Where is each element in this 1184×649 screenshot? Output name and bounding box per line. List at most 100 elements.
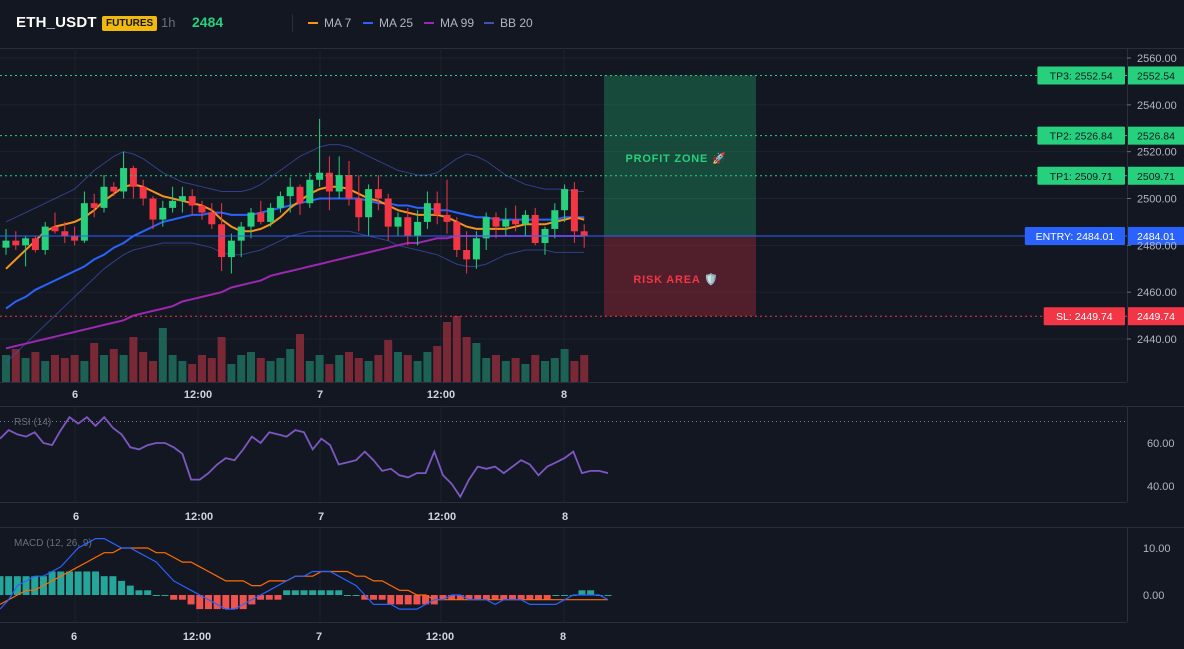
macd-histogram-bar xyxy=(404,595,412,605)
volume-bar xyxy=(325,364,334,382)
volume-bar xyxy=(266,361,275,382)
entry-axis-value: 2484.01 xyxy=(1137,231,1175,243)
macd-histogram-bar xyxy=(144,590,152,595)
sl-axis-tag xyxy=(1128,307,1184,326)
price-tick-label: 2480.00 xyxy=(1137,240,1177,252)
macd-histogram-bar xyxy=(161,595,169,596)
legend-ma7[interactable]: MA 7 xyxy=(308,16,351,30)
candle-body xyxy=(120,168,128,192)
profit-zone-label: PROFIT ZONE 🚀 xyxy=(625,152,726,165)
macd-histogram-bar xyxy=(213,595,221,610)
candle-body xyxy=(423,203,431,222)
macd-histogram-bar xyxy=(500,595,508,600)
candle-body xyxy=(41,226,49,251)
macd-histogram-bar xyxy=(578,590,586,595)
price-axis[interactable]: 2560.00 2540.00 2520.00 2500.00 2480.00 2460.… xyxy=(1127,53,1177,346)
macd-histogram-bar xyxy=(100,576,108,595)
candle-body xyxy=(443,214,451,222)
candle-body xyxy=(355,198,363,218)
candle-body xyxy=(404,217,412,236)
ma25-swatch-icon xyxy=(363,22,373,24)
volume-bar xyxy=(541,361,549,382)
volume-bar xyxy=(227,364,236,382)
tp1-axis-tag xyxy=(1128,166,1184,185)
candle-body xyxy=(90,203,98,208)
candle-body xyxy=(502,219,510,227)
volume-bar xyxy=(335,355,344,382)
timeframe-label[interactable]: 1h xyxy=(161,15,176,30)
rsi-line xyxy=(0,415,609,499)
macd-histogram-bar xyxy=(152,595,160,596)
macd-line xyxy=(0,538,609,610)
legend-label: MA 99 xyxy=(440,16,475,30)
macd-histogram-bar xyxy=(31,576,39,595)
macd-histogram-bar xyxy=(561,595,569,596)
legend-ma25[interactable]: MA 25 xyxy=(363,16,413,30)
time-tick-label: 6 xyxy=(71,631,77,643)
candle-body xyxy=(178,196,186,201)
candle-body xyxy=(110,186,118,192)
legend-ma99[interactable]: MA 99 xyxy=(424,16,474,30)
time-tick-label: 12:00 xyxy=(185,511,213,523)
macd-histogram-bar xyxy=(92,571,100,595)
macd-histogram-bar xyxy=(48,571,56,595)
volume-bar xyxy=(119,355,128,382)
macd-histogram-bar xyxy=(378,595,386,600)
macd-histogram-bar xyxy=(222,595,230,610)
macd-histogram-bar xyxy=(126,585,134,595)
time-axis[interactable]: 6 12:00 7 12:00 8 6 12:00 7 12:00 8 6 12:00 7 12:00 8 xyxy=(71,389,568,643)
volume-bar xyxy=(315,355,324,382)
volume-bar xyxy=(374,355,383,382)
macd-histogram-bar xyxy=(482,595,490,600)
price-tick-label: 2560.00 xyxy=(1137,53,1177,65)
candle-body xyxy=(31,238,39,251)
risk-area-zone xyxy=(604,235,756,317)
volume-bar xyxy=(11,349,20,382)
macd-histogram-bar xyxy=(170,595,178,600)
volume-bar xyxy=(21,358,30,382)
macd-histogram-bar xyxy=(65,571,73,595)
sl-level-tag xyxy=(1043,307,1125,326)
candle-body xyxy=(384,198,392,227)
volume-bar xyxy=(452,316,461,382)
tp1-level-label: TP1: 2509.71 xyxy=(1050,171,1113,183)
volume-bar xyxy=(217,337,226,382)
volume-bar xyxy=(188,364,197,382)
macd-histogram-bar xyxy=(239,595,247,610)
candle-body xyxy=(188,196,196,206)
macd-histogram-bar xyxy=(361,595,369,600)
volume-bar xyxy=(560,349,569,382)
volume-bar xyxy=(570,361,579,382)
grid-lines xyxy=(0,48,1127,622)
legend-bb20[interactable]: BB 20 xyxy=(484,16,533,30)
volume-bar xyxy=(80,361,89,382)
tp2-axis-tag xyxy=(1128,126,1184,145)
macd-histogram-bar xyxy=(257,595,265,600)
macd-histogram-bar xyxy=(109,576,117,595)
tp2-level-label: TP2: 2526.84 xyxy=(1050,131,1113,143)
macd-histogram-bar xyxy=(456,595,464,600)
time-tick-label: 7 xyxy=(317,389,323,401)
macd-histogram-bar xyxy=(369,595,377,600)
sl-level-label: SL: 2449.74 xyxy=(1056,311,1113,323)
candle-body xyxy=(61,231,69,236)
macd-histogram-bar xyxy=(309,590,317,595)
candle-body xyxy=(414,221,422,236)
volume-bar xyxy=(129,337,138,382)
volume-bar xyxy=(482,358,491,382)
macd-histogram-bar xyxy=(535,595,543,600)
candle-body xyxy=(276,196,284,208)
macd-histogram-bar xyxy=(543,595,551,600)
candle-body xyxy=(208,212,216,225)
time-tick-label: 6 xyxy=(73,511,79,523)
candle-body xyxy=(325,172,333,192)
macd-histogram-bar xyxy=(352,595,360,596)
volume-bar xyxy=(472,343,481,382)
macd-histogram-bar xyxy=(22,576,30,595)
volume-bar xyxy=(168,355,177,382)
symbol-name[interactable]: ETH_USDT xyxy=(16,14,97,31)
macd-histogram-bar xyxy=(135,590,143,595)
tp3-level-label: TP3: 2552.54 xyxy=(1050,70,1113,82)
profit-zone-area xyxy=(604,75,756,236)
